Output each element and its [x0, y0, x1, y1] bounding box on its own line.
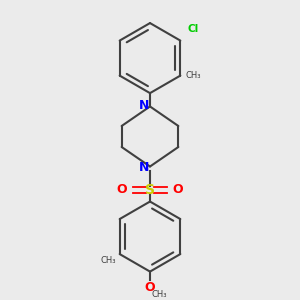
Text: S: S — [145, 183, 155, 197]
Text: CH₃: CH₃ — [101, 256, 116, 265]
Text: N: N — [139, 161, 149, 174]
Text: N: N — [139, 99, 149, 112]
Text: CH₃: CH₃ — [152, 290, 167, 299]
Text: O: O — [173, 183, 183, 196]
Text: O: O — [117, 183, 127, 196]
Text: CH₃: CH₃ — [185, 71, 201, 80]
Text: Cl: Cl — [187, 24, 198, 34]
Text: O: O — [145, 281, 155, 294]
